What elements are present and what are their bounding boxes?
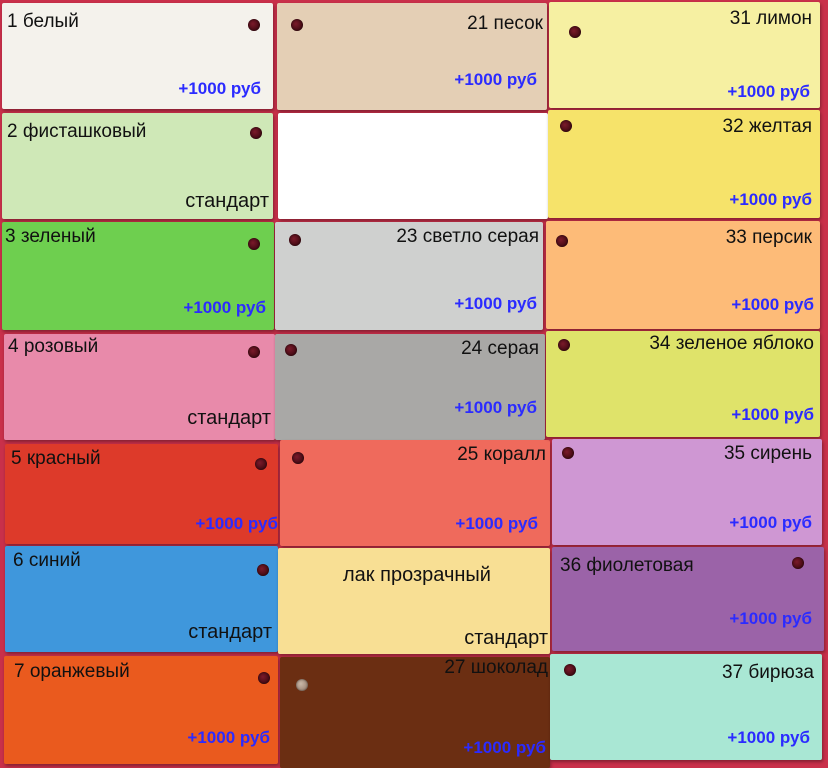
- chip-white: 1 белый +1000 руб: [2, 3, 273, 109]
- hang-hole: [562, 447, 574, 459]
- chip-violet: 36 фиолетовая +1000 руб: [552, 547, 824, 651]
- hang-hole: [296, 679, 308, 691]
- chip-pink: 4 розовый стандарт: [4, 334, 275, 440]
- chip-sand: 21 песок +1000 руб: [277, 3, 547, 110]
- chip-name: 25 коралл: [457, 444, 546, 465]
- hang-hole: [560, 120, 572, 132]
- chip-price: +1000 руб: [183, 298, 266, 317]
- chip-name: 2 фисташковый: [7, 121, 147, 142]
- chip-price: +1000 руб: [178, 79, 261, 98]
- chip-price: +1000 руб: [455, 514, 538, 533]
- hang-hole: [291, 19, 303, 31]
- chip-clear-lacquer: лак прозрачный стандарт: [278, 548, 550, 654]
- hang-hole: [257, 564, 269, 576]
- chip-price: +1000 руб: [463, 738, 546, 757]
- chip-peach: 33 персик +1000 руб: [546, 221, 820, 329]
- chip-blue: 6 синий стандарт: [5, 546, 278, 652]
- chip-name: 31 лимон: [729, 8, 812, 29]
- hang-hole: [292, 452, 304, 464]
- chip-price: +1000 руб: [729, 513, 812, 532]
- hang-hole: [255, 458, 267, 470]
- chip-name: 24 серая: [461, 338, 539, 359]
- chip-name: 1 белый: [7, 11, 79, 32]
- chip-grey: 24 серая +1000 руб: [275, 334, 545, 440]
- chip-name: 5 красный: [11, 448, 101, 469]
- hang-hole: [285, 344, 297, 356]
- chip-standard-label: стандарт: [464, 627, 548, 649]
- hang-hole: [248, 346, 260, 358]
- hang-hole: [556, 235, 568, 247]
- chip-price: +1000 руб: [729, 609, 812, 628]
- chip-standard-label: стандарт: [188, 621, 272, 643]
- chip-name: 32 желтая: [722, 116, 813, 137]
- chip-name: 21 песок: [467, 13, 543, 34]
- chip-name: 34 зеленое яблоко: [649, 333, 814, 354]
- hang-hole: [248, 19, 260, 31]
- chip-price: +1000 руб: [454, 398, 537, 417]
- chip-name: 36 фиолетовая: [560, 555, 694, 576]
- chip-name: 4 розовый: [8, 336, 99, 357]
- chip-name: лак прозрачный: [343, 564, 491, 586]
- chip-price: +1000 руб: [731, 405, 814, 424]
- chip-lilac: 35 сирень +1000 руб: [552, 439, 822, 545]
- chip-red: 5 красный +1000 руб: [5, 444, 278, 544]
- chip-name: 23 светло серая: [396, 226, 539, 247]
- chip-name: 35 сирень: [723, 443, 812, 464]
- chip-lemon: 31 лимон +1000 руб: [549, 2, 820, 108]
- chip-pistachio: 2 фисташковый стандарт: [2, 113, 273, 219]
- hang-hole: [558, 339, 570, 351]
- chip-name: 3 зеленый: [5, 226, 96, 247]
- hang-hole: [248, 238, 260, 250]
- chip-price: +1000 руб: [195, 514, 278, 533]
- chip-price: +1000 руб: [454, 294, 537, 313]
- hang-hole: [250, 127, 262, 139]
- chip-name: 37 бирюза: [721, 662, 814, 683]
- chip-standard-label: стандарт: [185, 190, 269, 212]
- chip-chocolate: 27 шоколад +1000 руб: [280, 657, 550, 768]
- hang-hole: [289, 234, 301, 246]
- chip-price: +1000 руб: [187, 728, 270, 747]
- hang-hole: [792, 557, 804, 569]
- chip-green: 3 зеленый +1000 руб: [2, 222, 274, 330]
- chip-green-apple: 34 зеленое яблоко +1000 руб: [546, 331, 820, 437]
- chip-coral: 25 коралл +1000 руб: [280, 440, 550, 546]
- chip-name: 7 оранжевый: [14, 661, 130, 682]
- chip-standard-label: стандарт: [187, 407, 271, 429]
- chip-price: +1000 руб: [454, 70, 537, 89]
- hang-hole: [564, 664, 576, 676]
- chip-price: +1000 руб: [729, 190, 812, 209]
- chip-turquoise: 37 бирюза +1000 руб: [550, 654, 822, 760]
- chip-name: 27 шоколад: [444, 657, 548, 678]
- chip-yellow: 32 желтая +1000 руб: [548, 110, 820, 218]
- hang-hole: [258, 672, 270, 684]
- chip-price: +1000 руб: [731, 295, 814, 314]
- hang-hole: [569, 26, 581, 38]
- chip-pure-white: [278, 113, 548, 219]
- chip-price: +1000 руб: [727, 82, 810, 101]
- chip-price: +1000 руб: [727, 728, 810, 747]
- chip-name: 6 синий: [13, 550, 81, 571]
- chip-orange: 7 оранжевый +1000 руб: [4, 656, 278, 764]
- chip-name: 33 персик: [725, 227, 812, 248]
- chip-light-grey: 23 светло серая +1000 руб: [275, 222, 543, 330]
